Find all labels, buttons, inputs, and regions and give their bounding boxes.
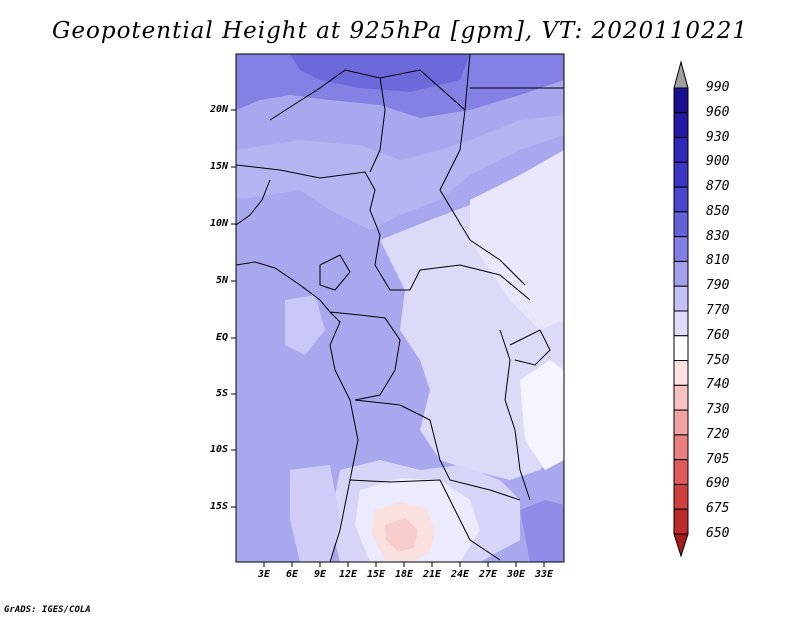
colorbar-swatch bbox=[673, 508, 689, 535]
coastline-west bbox=[236, 261, 359, 562]
field-810-southwest bbox=[290, 465, 340, 562]
colorbar-level-label: 740 bbox=[706, 377, 730, 393]
lon-ticks bbox=[263, 562, 545, 567]
field-770-lakes bbox=[520, 360, 564, 470]
lat-label-5s: 5S bbox=[215, 388, 228, 399]
lon-label-3e: 3E bbox=[257, 569, 271, 580]
colorbar-level-label: 930 bbox=[706, 129, 730, 145]
field-770-east bbox=[470, 150, 564, 330]
lon-label-9e: 9E bbox=[313, 569, 327, 580]
colorbar-swatch bbox=[673, 236, 689, 262]
lat-label-20n: 20N bbox=[209, 104, 228, 115]
border-angola-zambia bbox=[354, 399, 521, 501]
map-frame bbox=[235, 53, 565, 563]
border-libya-egypt bbox=[464, 54, 471, 111]
field-870-north bbox=[290, 54, 470, 92]
colorbar-level-label: 690 bbox=[706, 476, 730, 492]
colorbar-level-label: 810 bbox=[706, 253, 730, 269]
colorbar-level-label: 730 bbox=[706, 402, 730, 418]
lon-label-18e: 18E bbox=[394, 569, 414, 580]
lake-victoria bbox=[509, 329, 551, 366]
colorbar-level-label: 900 bbox=[706, 154, 730, 170]
lat-label-5n: 5N bbox=[215, 275, 228, 286]
colorbar-swatch bbox=[673, 434, 689, 461]
footer-credit: GrADS: IGES/COLA bbox=[4, 605, 91, 615]
map-title: Geopotential Height at 925hPa [gpm], VT:… bbox=[52, 18, 748, 44]
field-810-gulf bbox=[285, 295, 325, 355]
colorbar-level-label: 770 bbox=[706, 303, 730, 318]
lon-label-21e: 21E bbox=[422, 569, 442, 580]
lon-label-27e: 27E bbox=[478, 569, 498, 580]
geopotential-field bbox=[236, 54, 564, 562]
colorbar-swatch bbox=[673, 310, 689, 337]
colorbar-level-label: 830 bbox=[706, 228, 730, 244]
lon-label-30e: 30E bbox=[506, 569, 526, 580]
colorbar-level-label: 990 bbox=[706, 80, 730, 95]
border-chad-sudan bbox=[379, 69, 526, 286]
colorbar-swatch bbox=[673, 285, 689, 312]
colorbar-swatch bbox=[673, 335, 689, 362]
colorbar-swatch bbox=[673, 161, 689, 188]
colorbar-swatch bbox=[673, 87, 689, 114]
border-congo bbox=[329, 311, 401, 401]
lat-label-15s: 15S bbox=[209, 501, 228, 512]
colorbar-level-label: 650 bbox=[706, 526, 730, 541]
colorbar-level-label: 850 bbox=[706, 203, 730, 219]
border-sahel bbox=[236, 164, 531, 301]
colorbar-swatch bbox=[673, 459, 689, 485]
lat-label-10s: 10S bbox=[209, 444, 228, 455]
lon-label-15e: 15E bbox=[366, 569, 386, 580]
border-rift-lakes bbox=[499, 329, 531, 501]
colorbar-swatch bbox=[673, 360, 689, 386]
border-namibia bbox=[349, 479, 501, 561]
colorbar-level-label: 720 bbox=[706, 426, 730, 442]
colorbar-swatch bbox=[673, 112, 689, 139]
field-810-band bbox=[236, 115, 564, 230]
colorbar-swatch bbox=[673, 409, 689, 436]
colorbar-swatch bbox=[673, 260, 689, 287]
lat-label-15n: 15N bbox=[209, 161, 228, 172]
lat-ticks bbox=[231, 109, 236, 508]
colorbar-level-label: 960 bbox=[706, 104, 730, 120]
colorbar bbox=[673, 60, 689, 558]
lon-label-6e: 6E bbox=[285, 569, 299, 580]
colorbar-bottom-arrow bbox=[673, 533, 689, 558]
colorbar-swatch bbox=[673, 483, 689, 510]
colorbar-level-label: 705 bbox=[706, 451, 730, 467]
border-cameroon bbox=[319, 254, 351, 291]
lon-label-33e: 33E bbox=[534, 569, 554, 580]
field-850-southeast bbox=[520, 500, 564, 562]
border-ghana bbox=[236, 179, 271, 226]
colorbar-top-arrow bbox=[673, 60, 689, 89]
colorbar-swatch bbox=[673, 211, 689, 238]
colorbar-level-label: 675 bbox=[706, 501, 730, 517]
colorbar-level-label: 870 bbox=[706, 179, 730, 195]
colorbar-level-label: 790 bbox=[706, 278, 730, 294]
colorbar-level-label: 760 bbox=[706, 327, 730, 343]
colorbar-swatch bbox=[673, 384, 689, 411]
colorbar-swatch bbox=[673, 186, 689, 213]
colorbar-level-label: 750 bbox=[706, 352, 730, 368]
lon-label-24e: 24E bbox=[450, 569, 470, 580]
lat-label-10n: 10N bbox=[209, 218, 228, 229]
field-740-patch bbox=[385, 518, 418, 552]
country-borders bbox=[236, 54, 564, 562]
lat-label-eq: EQ bbox=[215, 332, 228, 343]
colorbar-swatch bbox=[673, 137, 689, 163]
lon-label-12e: 12E bbox=[338, 569, 358, 580]
